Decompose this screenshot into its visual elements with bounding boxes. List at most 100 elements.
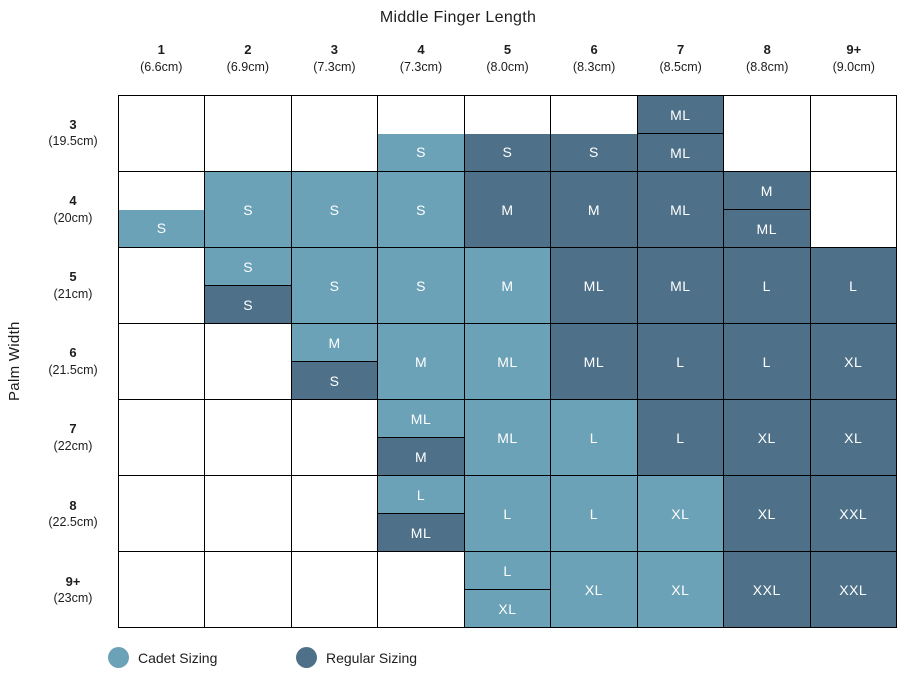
column-header: 4 (7.3cm) xyxy=(378,41,465,75)
size-label: ML xyxy=(410,410,432,427)
size-label: S xyxy=(416,201,426,218)
size-label: L xyxy=(503,562,512,579)
size-cell-fill: XXL xyxy=(810,476,896,551)
column-size: 7 xyxy=(677,42,685,57)
size-cell-fill: S xyxy=(291,172,378,247)
size-label: M xyxy=(760,182,773,199)
size-label: ML xyxy=(497,353,518,370)
row-size: 6 xyxy=(69,345,77,361)
size-cell-fill: S xyxy=(205,285,291,323)
size-label: M xyxy=(501,201,514,218)
column-header: 2 (6.9cm) xyxy=(205,41,292,75)
grid-cell: XL xyxy=(551,552,638,627)
size-label: XL xyxy=(671,505,690,522)
size-cell-fill: M xyxy=(464,248,551,323)
size-cell-fill: M xyxy=(464,172,551,247)
size-label: ML xyxy=(670,106,691,123)
grid-row: ML M ML L L XL XL xyxy=(119,400,896,476)
size-cell-fill: ML xyxy=(724,209,810,247)
grid-cell: S xyxy=(464,96,552,171)
grid-cell: L xyxy=(810,248,896,323)
size-label: XXL xyxy=(752,581,781,598)
column-size: 9+ xyxy=(846,42,862,57)
row-labels: 3 (19.5cm) 4 (20cm) 5 (21cm) 6 (21.5cm) 7 (22cm) 8… xyxy=(28,95,118,628)
legend-item-regular: Regular Sizing xyxy=(296,647,417,668)
grid-cell xyxy=(811,96,896,171)
size-label: S xyxy=(329,277,340,294)
column-length: (7.3cm) xyxy=(313,59,356,74)
size-label: XL xyxy=(757,505,776,522)
size-label: S xyxy=(243,296,254,313)
size-label: M xyxy=(414,353,428,370)
size-cell-fill: M xyxy=(724,172,810,209)
grid-cell: XL xyxy=(637,476,725,551)
grid-cell: S xyxy=(551,96,638,171)
size-label: ML xyxy=(670,144,691,161)
grid-cell: ML xyxy=(637,172,725,247)
column-size: 8 xyxy=(763,42,771,57)
column-header: 3 (7.3cm) xyxy=(291,41,378,75)
size-cell-fill: S xyxy=(551,133,637,171)
size-label: S xyxy=(588,144,599,161)
grid-cell xyxy=(119,476,206,551)
grid-cell: L xyxy=(551,476,638,551)
row-size: 7 xyxy=(69,421,77,437)
grid-cell xyxy=(205,400,292,475)
grid-cell xyxy=(205,96,292,171)
grid-cell: M xyxy=(464,172,552,247)
size-label: L xyxy=(849,277,858,294)
column-header: 8 (8.8cm) xyxy=(724,41,811,75)
size-label: S xyxy=(243,258,254,275)
size-label: ML xyxy=(583,277,605,294)
y-axis-label: Palm Width xyxy=(6,321,23,402)
grid-row: S S S S M M ML M ML xyxy=(119,172,896,248)
size-label: L xyxy=(503,505,512,522)
size-label: XL xyxy=(844,353,863,370)
size-cell-fill: ML xyxy=(464,400,551,475)
grid-cell: XXL xyxy=(724,552,811,627)
grid-row: S S S S M ML ML L L xyxy=(119,248,896,324)
grid-cell: L ML xyxy=(378,476,465,551)
size-cell-fill: L xyxy=(464,476,551,551)
row-label: 9+ (23cm) xyxy=(28,552,118,628)
size-cell-fill: M xyxy=(551,172,637,247)
size-cell-fill: L xyxy=(378,476,464,513)
column-size: 6 xyxy=(590,42,598,57)
row-width: (19.5cm) xyxy=(48,134,98,149)
grid-cell: ML ML xyxy=(637,96,725,171)
grid-cell: L XL xyxy=(464,552,552,627)
size-label: M xyxy=(501,277,514,294)
size-label: ML xyxy=(670,277,691,294)
row-size: 8 xyxy=(69,497,77,513)
row-width: (21cm) xyxy=(53,286,93,301)
size-cell-empty xyxy=(465,96,550,134)
row-label: 7 (22cm) xyxy=(28,400,118,476)
grid-cell xyxy=(119,552,206,627)
size-label: S xyxy=(156,220,167,237)
size-label: S xyxy=(329,201,340,218)
size-cell-fill: M xyxy=(291,324,378,361)
size-label: S xyxy=(329,372,340,389)
size-label: M xyxy=(328,334,341,351)
size-label: S xyxy=(502,144,513,161)
grid-cell xyxy=(205,552,292,627)
row-width: (22cm) xyxy=(53,438,93,453)
grid-cell: M xyxy=(464,248,552,323)
size-cell-fill: XL xyxy=(810,400,896,475)
size-cell-fill: S xyxy=(291,361,378,399)
grid-cell: XL xyxy=(724,400,811,475)
size-cell-fill: S xyxy=(378,248,464,323)
grid-cell xyxy=(292,96,379,171)
grid-cell: XXL xyxy=(810,476,896,551)
grid-cell xyxy=(119,400,206,475)
size-cell-fill: M xyxy=(378,437,464,475)
size-label: ML xyxy=(583,353,605,370)
size-cell-fill: S xyxy=(378,133,464,171)
size-cell-fill: ML xyxy=(637,133,724,171)
row-label: 5 (21cm) xyxy=(28,247,118,323)
size-label: XXL xyxy=(839,581,868,598)
size-label: XL xyxy=(844,429,863,446)
grid-cell: L xyxy=(637,400,725,475)
